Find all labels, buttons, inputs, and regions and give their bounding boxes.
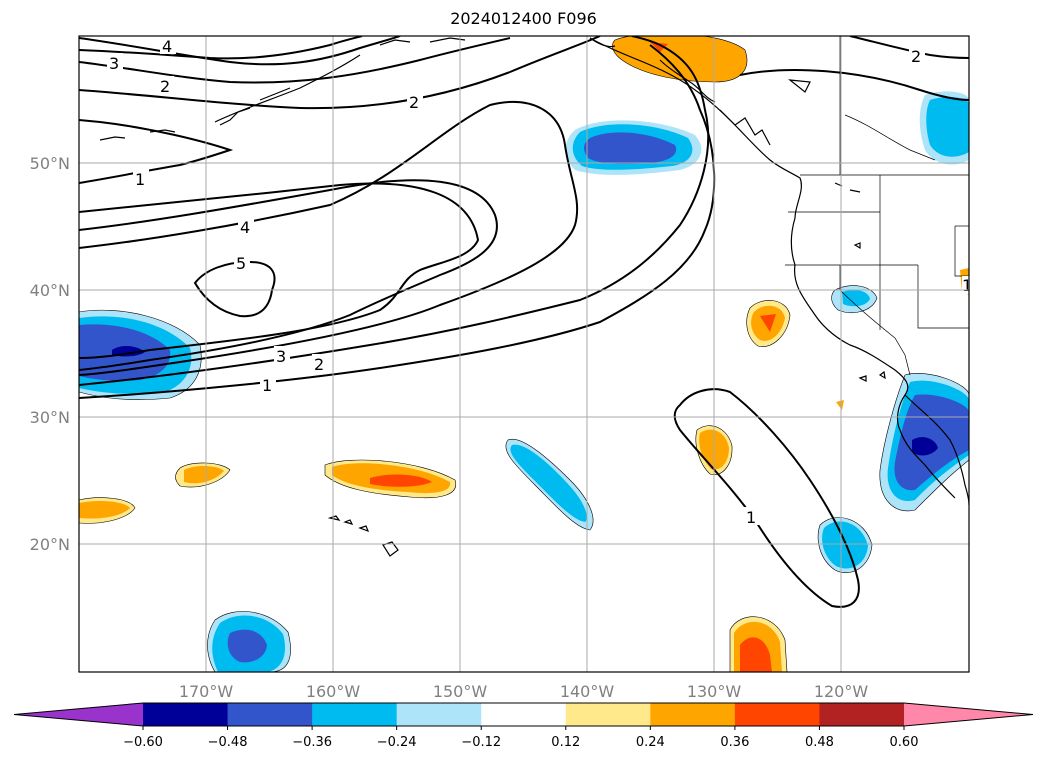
lon-label: 130°W [687,682,742,701]
colorbar-extend-low [14,703,143,726]
contour-label: 3 [276,347,286,366]
colorbar-bin [565,703,651,726]
map-frame [78,35,970,673]
colorbar-bin [650,703,736,726]
colorbar-bin [819,703,905,726]
colorbar-tick-label: −0.36 [292,735,332,750]
colorbar-tick-label: 0.12 [551,735,580,750]
contour-label: 1 [746,508,756,527]
colorbar-bin [227,703,313,726]
height-contours [79,36,969,608]
contour-label: 1 [262,376,272,395]
contour-label: 2 [911,47,921,66]
colorbar-extend-high [904,703,1033,726]
lon-label: 170°W [179,682,234,701]
colorbar-bin [396,703,482,726]
colorbar-tick-label: −0.48 [208,735,248,750]
lat-label: 50°N [30,154,70,173]
latitude-labels: 50°N 40°N 30°N 20°N [30,154,70,554]
colorbar-tick-label: −0.60 [123,735,163,750]
colorbar-bin [481,703,567,726]
lon-label: 150°W [433,682,488,701]
lat-label: 20°N [30,535,70,554]
contour-label: 2 [409,93,419,112]
contour-label: 4 [162,37,172,56]
lat-label: 40°N [30,281,70,300]
colorbar-tick-label: 0.36 [720,735,749,750]
colorbar-bin [734,703,820,726]
colorbar-tick-label: 0.48 [805,735,834,750]
colorbar: −0.60 −0.48 −0.36 −0.24 −0.12 0.12 0.24 0.36 0.4… [13,702,1034,750]
colorbar-bin [143,703,229,726]
contour-label: 4 [240,218,250,237]
coastlines [99,37,969,557]
colorbar-bin [312,703,398,726]
contour-label: 2 [314,355,324,374]
lon-label: 120°W [814,682,869,701]
contour-label: 3 [109,54,119,73]
map-title: 2024012400 F096 [450,9,597,28]
longitude-labels: 170°W 160°W 150°W 140°W 130°W 120°W [179,682,869,701]
colorbar-tick-label: −0.12 [461,735,501,750]
contour-label: 1 [135,170,145,189]
contour-label: 5 [236,254,246,273]
contour-label: 1 [962,276,972,295]
contour-labels: 4 3 2 2 1 4 5 3 2 1 1 2 1 [107,36,972,527]
lon-label: 160°W [306,682,361,701]
colorbar-tick-label: 0.60 [890,735,919,750]
state-borders [785,36,969,376]
lon-label: 140°W [560,682,615,701]
colorbar-tick-label: 0.24 [636,735,665,750]
contour-label: 2 [160,77,170,96]
gridlines [79,36,969,672]
shaded-anomalies [79,36,969,672]
colorbar-tick-label: −0.24 [377,735,417,750]
lat-label: 30°N [30,408,70,427]
